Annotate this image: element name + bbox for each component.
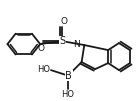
Text: O: O [60,17,67,26]
Text: B: B [65,71,72,81]
Text: HO: HO [37,65,50,74]
Text: O: O [38,44,45,53]
Text: HO: HO [61,90,75,99]
Text: N: N [73,40,80,49]
Text: S: S [59,36,66,46]
